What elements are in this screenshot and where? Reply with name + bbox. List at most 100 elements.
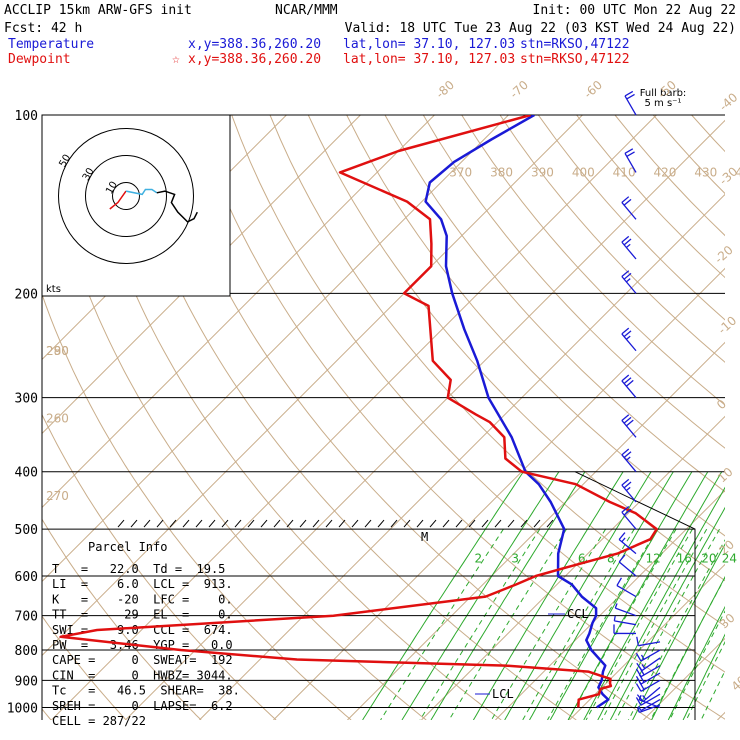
wind-barb-flag: [621, 270, 630, 277]
wind-barb-shaft: [621, 420, 637, 438]
hatch-mark: [507, 519, 515, 528]
temperature-latlon: lat,lon= 37.10, 127.03: [343, 37, 515, 52]
moist-adiabat-line: [585, 528, 693, 720]
wind-barb-flag: [623, 330, 632, 338]
moist-adiabat-line: [547, 528, 658, 720]
mixing-ratio-label: 2: [475, 551, 483, 565]
dry-adiabat-line: [691, 115, 725, 153]
wind-barb-flag: [621, 414, 630, 421]
wind-barb-shaft: [639, 704, 661, 713]
hodograph-unit: kts: [46, 284, 61, 295]
hatch-mark: [481, 519, 489, 528]
wind-barb-flag: [636, 694, 644, 702]
wind-barb-shaft: [621, 511, 637, 530]
dry-adiabat-line: [42, 413, 277, 720]
hatch-mark: [312, 519, 320, 528]
sounding-profiles: [59, 115, 658, 709]
pressure-axis: 100 200 300 400 500 600 700 800 900 1000: [7, 109, 38, 716]
theta-label: 430: [694, 165, 717, 179]
wind-barb-flag: [621, 505, 630, 513]
dewpoint-latlon: lat,lon= 37.10, 127.03: [343, 52, 515, 67]
theta-label: 370: [449, 165, 472, 179]
hodograph-trace-low: [109, 190, 127, 210]
hatch-mark: [520, 519, 528, 528]
dry-adiabat-line: [42, 123, 427, 720]
wind-barb-flag: [637, 707, 640, 713]
parcel-info-row: CIN = 0 HWBZ= 3044.: [52, 668, 233, 682]
wind-barb-flag: [635, 683, 642, 692]
mixing-ratio-label: 12: [645, 551, 660, 565]
wind-barb-flag: [623, 416, 632, 424]
hodograph-frame: [41, 114, 231, 297]
pressure-tick-label: 300: [15, 392, 38, 407]
isotherm-label: 0: [714, 397, 729, 413]
isotherm-label: -80: [433, 78, 457, 102]
theta-label: 280: [46, 344, 69, 358]
parcel-info-row: K = -20 LFC = 0.: [52, 592, 233, 606]
pressure-tick-label: 1000: [7, 701, 38, 716]
mixing-ratio-label: 6: [578, 551, 586, 565]
hatch-mark: [468, 519, 476, 528]
moist-adiabat-line: [601, 528, 708, 720]
header-init: Init: 00 UTC Mon 22 Aug 22: [533, 3, 737, 18]
wind-barb-shaft: [618, 538, 637, 555]
mixing-ratio-line: [632, 543, 725, 720]
wind-barb-shaft: [640, 699, 661, 712]
dewpoint-profile: [59, 115, 658, 708]
isotherm-label: -20: [712, 243, 736, 267]
hatch-mark: [117, 519, 125, 528]
hatch-mark: [416, 519, 424, 528]
hatch-mark: [390, 519, 398, 528]
isotherm-line: [42, 115, 435, 509]
mixing-ratio-line: [549, 471, 693, 720]
hatch-mark: [325, 519, 333, 528]
hatch-mark: [221, 519, 229, 528]
wind-barb-flag: [635, 652, 642, 662]
wind-barb-shaft: [640, 665, 661, 678]
mixing-ratio-line: [609, 506, 725, 720]
hatch-mark: [351, 519, 359, 528]
hatch-mark: [260, 519, 268, 528]
theta-label: 400: [572, 165, 595, 179]
wind-barb-shaft: [621, 241, 637, 260]
wind-barbs: [613, 90, 661, 713]
pressure-tick-label: 200: [15, 287, 38, 302]
wind-barb-flag: [624, 90, 634, 97]
wind-barb-flag: [616, 577, 623, 586]
wind-barb-flag: [635, 668, 642, 677]
isotherm-label: -40: [717, 90, 740, 114]
header-valid: Valid: 18 UTC Tue 23 Aug 22 (03 KST Wed …: [345, 21, 736, 36]
hatch-mark: [182, 519, 190, 528]
wind-barb-shaft: [640, 649, 661, 662]
barb-legend-line2: 5 m s⁻¹: [645, 98, 682, 109]
pressure-tick-label: 400: [15, 466, 38, 481]
wind-barb-shaft: [615, 607, 637, 617]
mixing-ratio-label: 3: [511, 551, 519, 565]
wind-barb-flag: [621, 327, 630, 335]
hodograph-ring: [58, 128, 194, 264]
wind-barb-flag: [625, 419, 634, 427]
isotherm-line: [421, 415, 725, 720]
pressure-levels: [41, 114, 725, 720]
sounding-annotations: CCL LCL M: [421, 530, 589, 701]
wind-barb-shaft: [621, 380, 637, 399]
isotherm-line: [42, 115, 361, 435]
dry-adiabat-line: [77, 115, 502, 720]
wind-barb-shaft: [618, 561, 637, 577]
wind-barb-flag: [614, 603, 618, 609]
dewpoint-xy: x,y=388.36,260.20: [188, 52, 321, 67]
hatch-mark: [442, 519, 450, 528]
isotherm-label: 10: [715, 465, 736, 486]
wind-barb-flag: [635, 675, 642, 685]
dry-adiabat-line: [422, 115, 725, 449]
isotherm-label: -60: [581, 78, 605, 102]
wind-barb-flag: [635, 697, 642, 706]
dry-adiabat-line: [384, 115, 725, 493]
mixing-ratio-line: [430, 471, 586, 720]
hodograph-trace-mid: [125, 188, 158, 196]
mixing-ratio-label: 8: [607, 551, 615, 565]
header-title: ACCLIP 15km ARW-GFS init: [4, 3, 192, 18]
wind-barb-flag: [613, 615, 616, 621]
wind-barb-shaft: [621, 276, 637, 294]
